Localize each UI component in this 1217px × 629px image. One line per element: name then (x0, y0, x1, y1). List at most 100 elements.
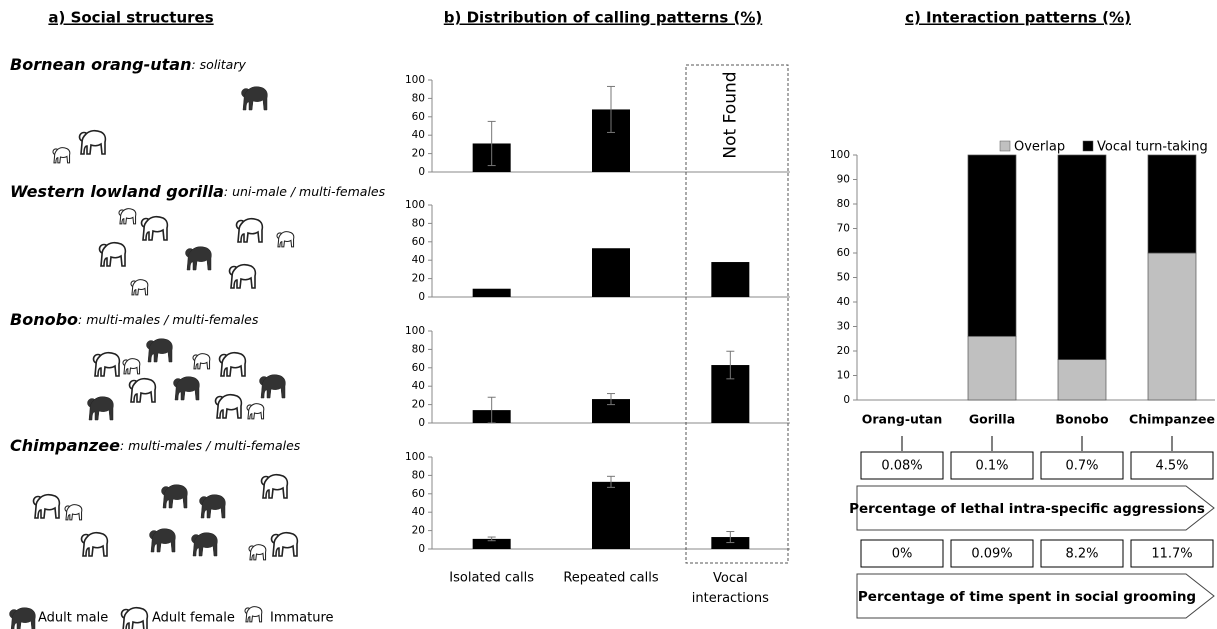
species-name: Western lowland gorilla (10, 182, 224, 201)
icon-male (185, 246, 212, 271)
species-name: Chimpanzee (10, 436, 120, 455)
panel-a-title: a) Social structures (48, 9, 213, 27)
bar (472, 538, 511, 549)
bar-segment (967, 335, 1017, 401)
legend-label: Overlap (1014, 140, 1065, 155)
icon-female (270, 531, 299, 557)
y-tick-label: 80 (412, 92, 425, 104)
icon-immature (246, 403, 265, 420)
y-tick-label: 20 (412, 525, 425, 537)
icon-male (199, 494, 226, 519)
legend-swatch (1082, 140, 1094, 152)
species-name: Bornean orang-utan (10, 55, 191, 74)
icon-female (260, 473, 289, 499)
icon-female (128, 377, 157, 403)
legend-label: Immature (270, 611, 334, 626)
icon-female (80, 531, 109, 557)
bar (472, 288, 511, 297)
x-tick-label: Vocal interactions (692, 571, 769, 606)
social-structure: : multi-males / multi-females (120, 438, 301, 453)
label-line: interactions (692, 591, 769, 606)
bar (592, 481, 630, 549)
x-tick-label: Orang-utan (862, 412, 942, 427)
bar-segment (967, 154, 1017, 337)
arrow (856, 573, 1215, 619)
chart-title: b) Distribution of calling patterns (%) (444, 9, 762, 27)
social-structure: : solitary (191, 57, 246, 72)
y-tick-label: 40 (412, 380, 425, 392)
error-bar (487, 120, 496, 167)
legend-swatch (999, 140, 1011, 152)
y-tick-label: 70 (837, 223, 850, 235)
chart-title: c) Interaction patterns (%) (905, 9, 1131, 27)
icon-male (259, 374, 286, 399)
species-label: Bonobo: multi-males / multi-females (10, 310, 259, 329)
error-bar (487, 536, 496, 542)
y-tick-label: 100 (405, 325, 425, 337)
y-tick-label: 80 (412, 217, 425, 229)
label-line: Vocal (713, 571, 748, 586)
y-tick-label: 60 (412, 362, 425, 374)
y-tick-label: 60 (837, 247, 850, 259)
x-tick-label: Bonobo (1055, 412, 1109, 427)
icon-male (161, 484, 188, 509)
icon-male (241, 86, 268, 111)
error-bar (487, 396, 496, 424)
social-structure: : multi-males / multi-females (78, 312, 259, 327)
value-box (1130, 451, 1214, 480)
value-box (950, 451, 1034, 480)
icon-male (146, 338, 173, 363)
error-bar (726, 350, 735, 380)
bar (711, 262, 750, 297)
y-tick-label: 0 (843, 394, 850, 406)
species-label: Bornean orang-utan: solitary (10, 55, 246, 74)
legend-label: Vocal turn-taking (1097, 140, 1208, 155)
value-text: 0.7% (1065, 459, 1098, 474)
y-tick-label: 40 (412, 129, 425, 141)
y-tick-label: 50 (837, 272, 850, 284)
species-label: Western lowland gorilla: uni-male / mult… (10, 182, 386, 201)
icon-female (218, 351, 247, 377)
icon-immature (248, 544, 267, 561)
icon-immature (118, 208, 137, 225)
y-tick-label: 100 (405, 199, 425, 211)
y-tick-label: 20 (412, 148, 425, 160)
bar-segment (1147, 154, 1197, 254)
species-label: Chimpanzee: multi-males / multi-females (10, 436, 301, 455)
error-bar (607, 85, 615, 133)
bar (592, 399, 630, 423)
y-tick-label: 0 (418, 543, 425, 555)
icon-immature (276, 231, 295, 248)
arrow-label: Percentage of lethal intra-specific aggr… (849, 501, 1205, 517)
value-text: 0.09% (971, 547, 1012, 562)
icon-male (191, 532, 218, 557)
bar-segment (1057, 359, 1107, 401)
bar-segment (1057, 154, 1107, 360)
icon-female (32, 493, 61, 519)
y-tick-label: 20 (412, 273, 425, 285)
icon-male (173, 376, 200, 401)
icon-immature (122, 358, 141, 375)
icon-female (140, 215, 169, 241)
y-tick-label: 80 (837, 198, 850, 210)
y-tick-label: 30 (837, 321, 850, 333)
value-box (1040, 451, 1124, 480)
arrow (856, 485, 1215, 531)
icon-immature (52, 147, 71, 164)
x-tick-label: Gorilla (969, 412, 1015, 427)
icon-immature (192, 353, 211, 370)
y-tick-label: 0 (418, 291, 425, 303)
icon-male (9, 607, 36, 629)
value-text: 0.08% (881, 459, 922, 474)
arrow-label: Percentage of time spent in social groom… (858, 589, 1196, 605)
y-tick-label: 60 (412, 236, 425, 248)
icon-female (120, 606, 149, 629)
error-bar (726, 531, 735, 544)
y-tick-label: 10 (837, 370, 850, 382)
value-text: 0% (892, 547, 913, 562)
error-bar (607, 393, 615, 406)
x-tick-label: Isolated calls (449, 571, 534, 586)
legend-label: Adult male (38, 611, 108, 626)
x-tick-label: Chimpanzee (1129, 412, 1215, 427)
